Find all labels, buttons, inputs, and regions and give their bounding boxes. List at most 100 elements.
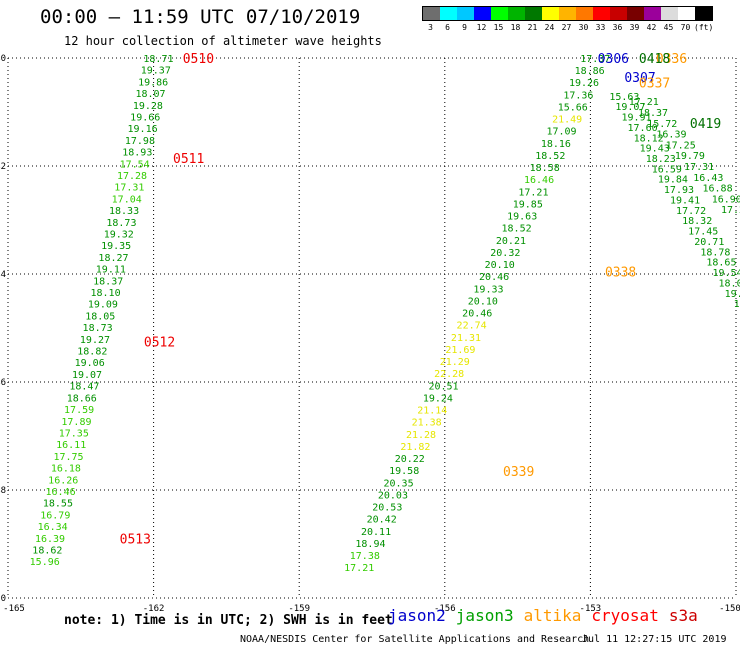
wave-height-point: 19.07 (72, 370, 102, 381)
wave-height-point: 18.52 (502, 224, 532, 235)
scale-swatch (440, 7, 457, 20)
legend-jason2: jason2 (388, 606, 446, 625)
wave-height-point: 20.53 (372, 503, 402, 514)
wave-height-point: 20.21 (496, 236, 526, 247)
wave-height-point: 19.54 (712, 268, 740, 279)
wave-height-point: 16.90 (712, 194, 740, 205)
wave-height-point: 19.35 (101, 241, 131, 252)
wave-height-point: 16.18 (51, 464, 81, 475)
wave-height-point: 20.10 (485, 260, 515, 271)
wave-height-point: 22.28 (434, 369, 464, 380)
scale-label: 30 (578, 23, 589, 32)
wave-height-point: 18.47 (69, 382, 99, 393)
wave-height-point: 15.63 (609, 92, 639, 103)
wave-height-point: 18.33 (109, 206, 139, 217)
wave-height-point: 17.60 (628, 123, 658, 134)
scale-swatch (644, 7, 661, 20)
scale-label: 36 (612, 23, 623, 32)
wave-height-point: 21.38 (412, 418, 442, 429)
wave-height-point: 16.43 (693, 173, 723, 184)
wave-height-point: 17.20 (721, 205, 740, 216)
time-label: 0510 (183, 52, 214, 67)
x-tick-label: -159 (288, 604, 310, 614)
wave-height-point: 18.94 (355, 539, 385, 550)
wave-height-point: 18.16 (541, 139, 571, 150)
wave-height-point: 16.26 (48, 475, 78, 486)
satellite-legend: jason2 jason3 altika cryosat s3a (388, 606, 708, 625)
scale-label: 21 (527, 23, 538, 32)
time-labels: 0510051105120513033803390306030703080336… (120, 52, 722, 548)
y-tick-label: -40 (0, 54, 6, 64)
wave-height-point: 16.34 (38, 522, 68, 533)
time-label: 0513 (120, 533, 151, 548)
wave-height-point: 21.82 (400, 442, 430, 453)
wave-height-point: 19.07 (615, 102, 645, 113)
scale-swatch (457, 7, 474, 20)
wave-height-point: 18.78 (700, 247, 730, 258)
time-label: 0338 (605, 265, 636, 280)
wave-height-point: 19.11 (96, 265, 126, 276)
wave-height-points: 18.7119.3719.8618.0719.2819.6619.1617.98… (30, 54, 740, 574)
wave-height-point: 20.46 (479, 272, 509, 283)
wave-height-point: 17.45 (688, 227, 718, 238)
scale-swatch (661, 7, 678, 20)
scale-label: 33 (595, 23, 606, 32)
wave-height-point: 21.14 (417, 406, 447, 417)
wave-height-point: 20.10 (468, 296, 498, 307)
wave-height-point: 15.72 (647, 119, 677, 130)
chart-subtitle: 12 hour collection of altimeter wave hei… (64, 34, 382, 48)
time-label: 0306 (598, 52, 629, 67)
wave-height-point: 20.51 (428, 381, 458, 392)
wave-height-point: 16.59 (652, 164, 682, 175)
wave-height-point: 19.85 (513, 199, 543, 210)
y-tick-label: -50 (0, 594, 6, 604)
wave-height-point: 16.88 (703, 184, 733, 195)
color-scale-bar (422, 6, 713, 21)
wave-height-point: 18.86 (575, 66, 605, 77)
wave-height-point: 17.21 (518, 187, 548, 198)
scale-label: 9 (462, 23, 467, 32)
wave-height-point: 18.66 (67, 393, 97, 404)
scale-label: 24 (544, 23, 555, 32)
wave-height-point: 17.21 (629, 97, 659, 108)
wave-height-point: 16.46 (46, 487, 76, 498)
wave-height-point: 17.54 (120, 159, 150, 170)
wave-height-point: 17.37 (580, 54, 610, 65)
scale-swatch (678, 7, 695, 20)
wave-height-point: 20.03 (378, 490, 408, 501)
wave-height-point: 18.07 (135, 89, 165, 100)
legend-jason3: jason3 (455, 606, 514, 625)
scale-swatch (474, 7, 491, 20)
wave-height-point: 18.05 (719, 278, 740, 289)
time-label: 0512 (144, 336, 175, 351)
wave-height-point: 18.58 (530, 163, 560, 174)
wave-height-point: 21.49 (552, 115, 582, 126)
wave-height-point: 19.41 (670, 195, 700, 206)
legend-cryosat: cryosat (591, 606, 659, 625)
wave-height-point: 17.09 (546, 127, 576, 138)
scale-swatch (627, 7, 644, 20)
wave-height-point: 18.82 (77, 347, 107, 358)
scale-label: 3 (428, 23, 433, 32)
scale-swatch (423, 7, 440, 20)
scale-label: 42 (646, 23, 657, 32)
scale-label: 18 (510, 23, 521, 32)
wave-height-point: 18.73 (106, 218, 136, 229)
scale-label: 6 (445, 23, 450, 32)
wave-height-point: 16.46 (524, 175, 554, 186)
wave-height-point: 18.05 (85, 311, 115, 322)
wave-height-point: 18.71 (143, 54, 173, 65)
wave-height-point: 20.11 (361, 527, 391, 538)
wave-height-point: 17.21 (344, 563, 374, 574)
wave-height-point: 18.73 (83, 323, 113, 334)
grid-lines (7, 57, 737, 599)
x-tick-label: -150 (719, 604, 740, 614)
scale-swatch (610, 7, 627, 20)
scale-swatch (559, 7, 576, 20)
wave-height-point: 19.79 (675, 151, 705, 162)
wave-height-point: 19.63 (507, 212, 537, 223)
wave-height-point: 16.11 (56, 440, 86, 451)
wave-height-point: 17.04 (112, 194, 142, 205)
time-label: 0339 (503, 465, 534, 480)
